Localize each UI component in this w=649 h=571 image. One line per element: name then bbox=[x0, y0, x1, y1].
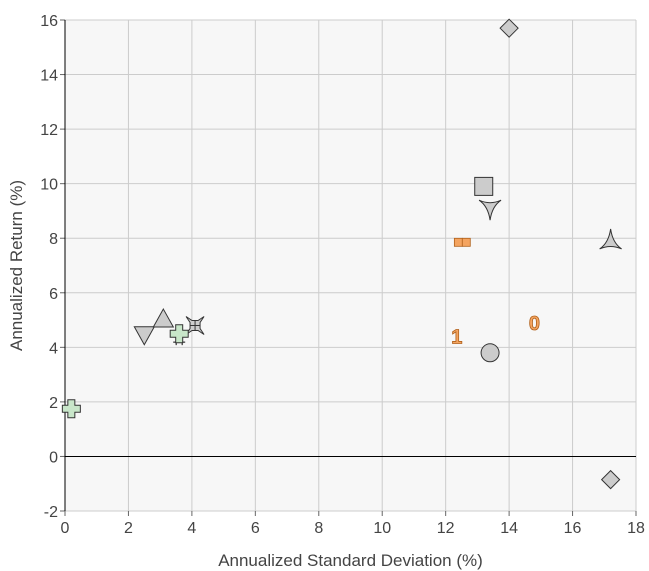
y-axis-title: Annualized Return (%) bbox=[7, 180, 26, 351]
data-point-small-square bbox=[453, 237, 463, 247]
x-tick-label: 4 bbox=[187, 520, 196, 537]
data-point-diamond bbox=[499, 18, 519, 38]
x-tick-label: 12 bbox=[437, 520, 455, 537]
data-point-triangle-up bbox=[152, 308, 175, 328]
y-tick-label: 8 bbox=[49, 231, 58, 248]
x-tick-label: 2 bbox=[124, 520, 133, 537]
data-point-plus bbox=[169, 324, 189, 344]
x-tick-label: 8 bbox=[314, 520, 323, 537]
data-point-diamond bbox=[600, 469, 621, 490]
x-tick-label: 14 bbox=[500, 520, 518, 537]
data-point-plus bbox=[61, 399, 81, 419]
x-tick-label: 18 bbox=[627, 520, 645, 537]
x-tick-label: 6 bbox=[251, 520, 260, 537]
x-tick-label: 10 bbox=[373, 520, 391, 537]
svg-text:1: 1 bbox=[451, 326, 462, 348]
axes bbox=[60, 19, 637, 516]
data-point-circle bbox=[480, 343, 500, 363]
x-tick-label: 16 bbox=[564, 520, 582, 537]
data-point-label: 0 bbox=[529, 312, 541, 335]
y-tick-label: 6 bbox=[49, 286, 58, 303]
x-axis-title: Annualized Standard Deviation (%) bbox=[218, 551, 483, 570]
y-tick-label: 4 bbox=[49, 340, 58, 357]
y-tick-label: 2 bbox=[49, 395, 58, 412]
grid-lines bbox=[65, 19, 637, 512]
y-tick-label: 14 bbox=[40, 68, 58, 85]
plot-area bbox=[65, 20, 636, 511]
y-tick-label: 10 bbox=[40, 177, 58, 194]
data-point-small-square bbox=[461, 237, 471, 247]
data-point-cross bbox=[185, 316, 205, 335]
x-tick-label: 0 bbox=[61, 520, 70, 537]
y-tick-label: 16 bbox=[40, 13, 58, 30]
data-point-tri-down bbox=[478, 199, 502, 221]
data-point-square bbox=[474, 176, 494, 196]
data-point-triangle-down bbox=[133, 326, 156, 346]
data-point-label: 1 bbox=[451, 326, 463, 349]
data-point-tri-up bbox=[599, 228, 622, 250]
y-tick-label: 0 bbox=[49, 449, 58, 466]
y-tick-label: 12 bbox=[40, 122, 58, 139]
y-tick-label: -2 bbox=[44, 504, 58, 521]
data-points: 01 bbox=[61, 18, 622, 490]
svg-text:0: 0 bbox=[529, 313, 540, 335]
